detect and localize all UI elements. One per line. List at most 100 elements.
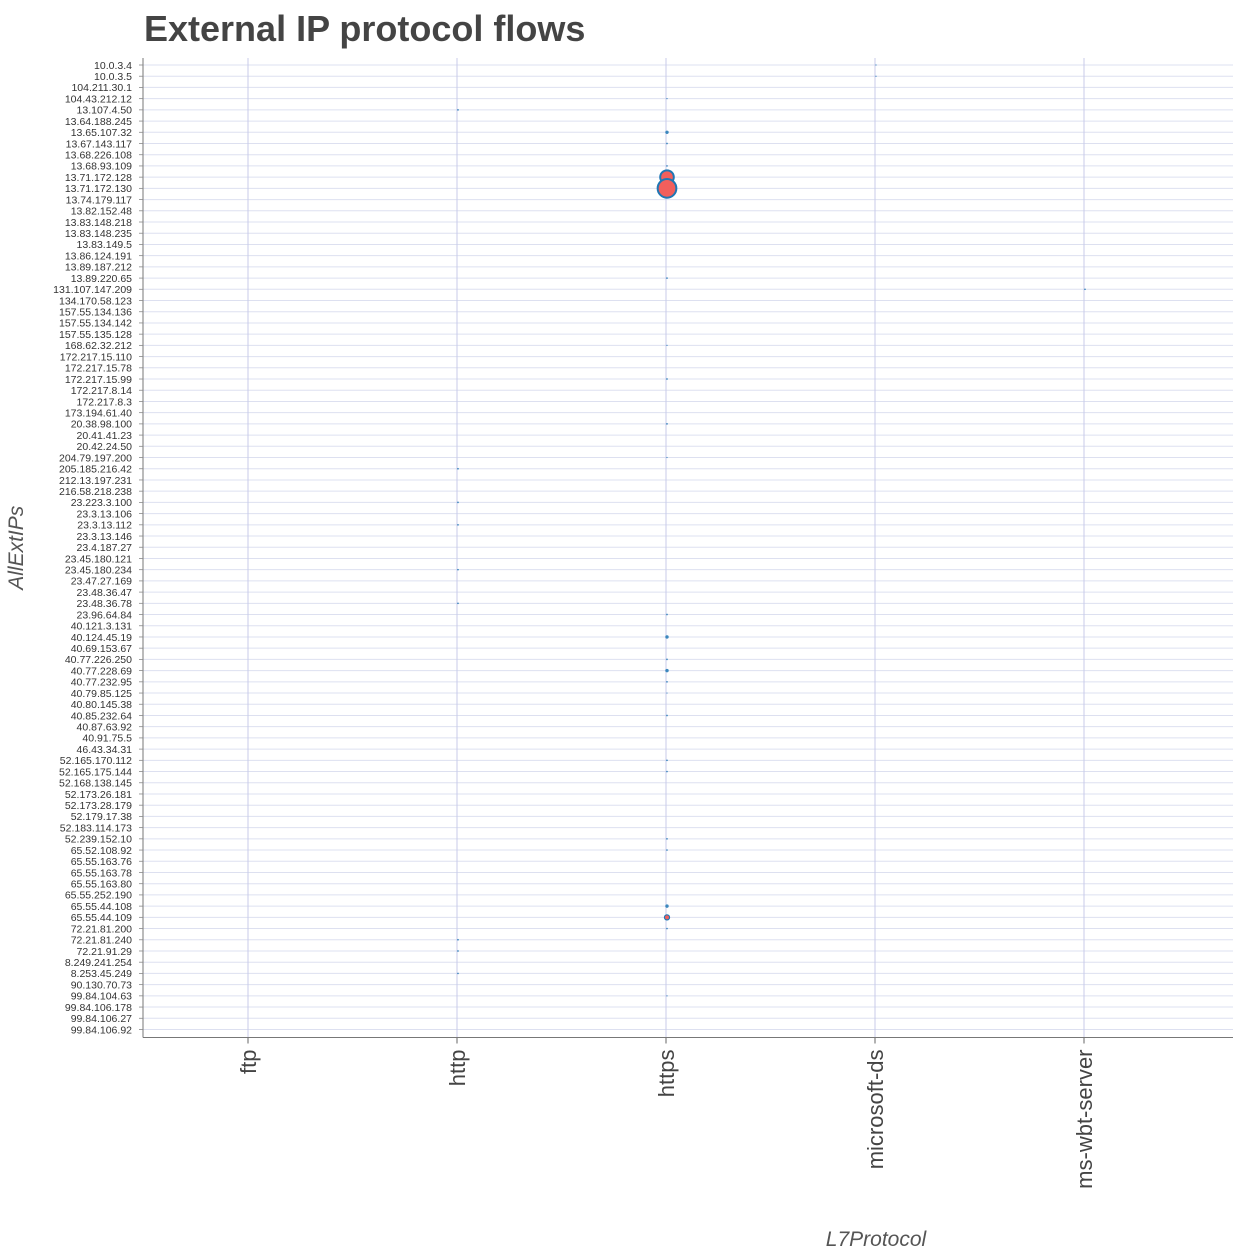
y-tick-label: 23.48.36.47 bbox=[77, 587, 133, 599]
y-tick-label: 8.249.241.254 bbox=[65, 957, 132, 969]
data-point-40.85.232.64-https bbox=[666, 714, 668, 717]
y-tick-label: 40.91.75.5 bbox=[82, 733, 132, 745]
data-points bbox=[457, 64, 1086, 997]
y-tick-label: 65.55.44.109 bbox=[71, 912, 132, 924]
y-tick-label: 23.3.13.106 bbox=[77, 508, 133, 520]
y-tick-label: 23.3.13.146 bbox=[77, 531, 133, 543]
y-tick-label: 40.87.63.92 bbox=[77, 721, 133, 733]
data-point-40.77.226.250-https bbox=[666, 658, 668, 661]
y-axis-label: AllExtIPs bbox=[5, 505, 28, 592]
y-tick-label: 23.47.27.169 bbox=[71, 576, 132, 588]
y-tick-label: 52.173.26.181 bbox=[65, 789, 132, 801]
y-tick-label: 131.107.147.209 bbox=[53, 284, 132, 296]
y-tick-label: 13.67.143.117 bbox=[66, 138, 133, 150]
y-tick-label: 20.38.98.100 bbox=[71, 419, 132, 431]
y-tick-label: 172.217.15.110 bbox=[60, 351, 132, 363]
y-tick-label: 13.83.148.235 bbox=[65, 228, 132, 240]
data-point-104.43.212.12-https bbox=[666, 98, 668, 100]
data-point-172.217.15.99-https bbox=[666, 378, 668, 380]
y-tick-label: 13.68.93.109 bbox=[71, 161, 132, 173]
y-tick-label: 40.121.3.131 bbox=[71, 621, 132, 633]
y-tick-label: 23.223.3.100 bbox=[71, 497, 132, 509]
y-tick-label: 20.42.24.50 bbox=[77, 441, 133, 453]
y-tick-label: 40.80.145.38 bbox=[71, 699, 132, 711]
data-point-40.77.232.95-https bbox=[666, 680, 668, 683]
y-tick-label: 52.168.138.145 bbox=[59, 778, 132, 790]
data-point-13.107.4.50-http bbox=[457, 109, 459, 111]
y-tick-label: 134.170.58.123 bbox=[59, 295, 132, 307]
data-point-23.223.3.100-http bbox=[457, 501, 459, 504]
y-tick-label: 52.179.17.38 bbox=[71, 811, 132, 823]
y-tick-label: 65.55.44.108 bbox=[71, 901, 132, 913]
data-point-205.185.216.42-http bbox=[457, 467, 459, 470]
data-point-40.79.85.125-https bbox=[666, 692, 668, 694]
data-point-65.52.108.92-https bbox=[666, 849, 668, 851]
y-tick-label: 172.217.8.14 bbox=[71, 385, 132, 397]
horizontal-gridlines bbox=[143, 64, 1233, 1030]
y-tick-label: 40.85.232.64 bbox=[71, 710, 132, 722]
y-tick-label: 65.55.163.80 bbox=[71, 878, 132, 890]
y-tick-label: 52.165.170.112 bbox=[60, 755, 132, 767]
y-tick-label: 13.107.4.50 bbox=[77, 105, 133, 117]
y-tick-label: 13.86.124.191 bbox=[65, 250, 132, 262]
y-tick-label: 172.217.8.3 bbox=[77, 396, 133, 408]
y-tick-label: 173.194.61.40 bbox=[65, 407, 132, 419]
data-point-20.38.98.100-https bbox=[666, 423, 668, 425]
y-tick-label: 104.211.30.1 bbox=[71, 82, 132, 94]
chart-title: External IP protocol flows bbox=[144, 8, 586, 49]
x-tick-label-ms-wbt-server: ms-wbt-server bbox=[1072, 1049, 1097, 1188]
y-tick-label: 65.55.252.190 bbox=[65, 890, 132, 902]
y-tick-label: 90.130.70.73 bbox=[71, 979, 132, 991]
y-tick-label: 204.79.197.200 bbox=[59, 452, 132, 464]
y-tick-label: 52.183.114.173 bbox=[60, 822, 132, 834]
y-tick-label: 99.84.106.178 bbox=[65, 1002, 132, 1014]
data-point-99.84.104.63-https bbox=[666, 995, 668, 997]
y-tick-label: 65.52.108.92 bbox=[71, 845, 132, 857]
data-point-65.55.44.108-https bbox=[665, 904, 669, 908]
y-tick-label: 13.89.220.65 bbox=[71, 273, 132, 285]
y-tick-label: 20.41.41.23 bbox=[77, 430, 133, 442]
data-point-13.71.172.130-https bbox=[656, 178, 678, 199]
y-tick-label: 52.239.152.10 bbox=[65, 834, 132, 846]
y-tick-label: 40.69.153.67 bbox=[71, 643, 132, 655]
data-point-131.107.147.209-ms-wbt-server bbox=[1084, 288, 1086, 291]
y-tick-label: 40.77.226.250 bbox=[65, 654, 132, 666]
y-tick-label: 52.173.28.179 bbox=[65, 800, 132, 812]
y-tick-label: 13.89.187.212 bbox=[65, 262, 132, 274]
data-point-52.239.152.10-https bbox=[666, 837, 668, 840]
y-tick-label: 216.58.218.238 bbox=[59, 486, 132, 498]
data-point-40.77.228.69-https bbox=[665, 668, 669, 673]
y-tick-label: 10.0.3.4 bbox=[94, 60, 132, 72]
y-tick-label: 13.64.188.245 bbox=[65, 116, 132, 128]
x-axis-label: L7Protocol bbox=[826, 1228, 928, 1251]
y-tick-label: 99.84.106.27 bbox=[71, 1013, 132, 1025]
data-point-72.21.81.240-http bbox=[457, 938, 459, 941]
y-tick-label: 23.45.180.121 bbox=[65, 553, 132, 565]
y-tick-label: 23.48.36.78 bbox=[77, 598, 133, 610]
data-point-13.68.93.109-https bbox=[666, 165, 668, 167]
y-tick-label: 65.55.163.76 bbox=[71, 856, 132, 868]
y-tick-label: 23.45.180.234 bbox=[65, 564, 132, 576]
x-tick-labels: ftp http https microsoft-ds ms-wbt-server bbox=[236, 1049, 1097, 1188]
data-point-168.62.32.212-https bbox=[666, 344, 668, 346]
data-point-23.3.13.112-http bbox=[457, 523, 459, 526]
y-tick-label: 13.65.107.32 bbox=[71, 127, 132, 139]
y-tick-label: 23.4.187.27 bbox=[77, 542, 133, 554]
y-tick-label: 10.0.3.5 bbox=[94, 71, 132, 83]
data-point-72.21.91.29-http bbox=[457, 950, 459, 952]
data-point-23.48.36.78-http bbox=[457, 602, 459, 605]
data-point-40.124.45.19-https bbox=[665, 635, 669, 639]
x-tick-label-ftp: ftp bbox=[236, 1049, 261, 1073]
y-tick-label: 212.13.197.231 bbox=[59, 475, 132, 487]
axes bbox=[139, 58, 1233, 1044]
y-tick-label: 40.77.232.95 bbox=[71, 677, 132, 689]
data-point-13.65.107.32-https bbox=[665, 130, 669, 134]
data-point-52.165.175.144-https bbox=[666, 770, 668, 773]
y-tick-label: 104.43.212.12 bbox=[65, 93, 132, 105]
y-tick-label: 172.217.15.78 bbox=[65, 363, 132, 375]
y-tick-label: 13.83.149.5 bbox=[77, 239, 133, 251]
y-tick-label: 205.185.216.42 bbox=[59, 464, 132, 476]
data-point-23.96.64.84-https bbox=[666, 613, 668, 616]
vertical-gridlines bbox=[247, 58, 1085, 1038]
x-tick-label-https: https bbox=[654, 1049, 679, 1097]
